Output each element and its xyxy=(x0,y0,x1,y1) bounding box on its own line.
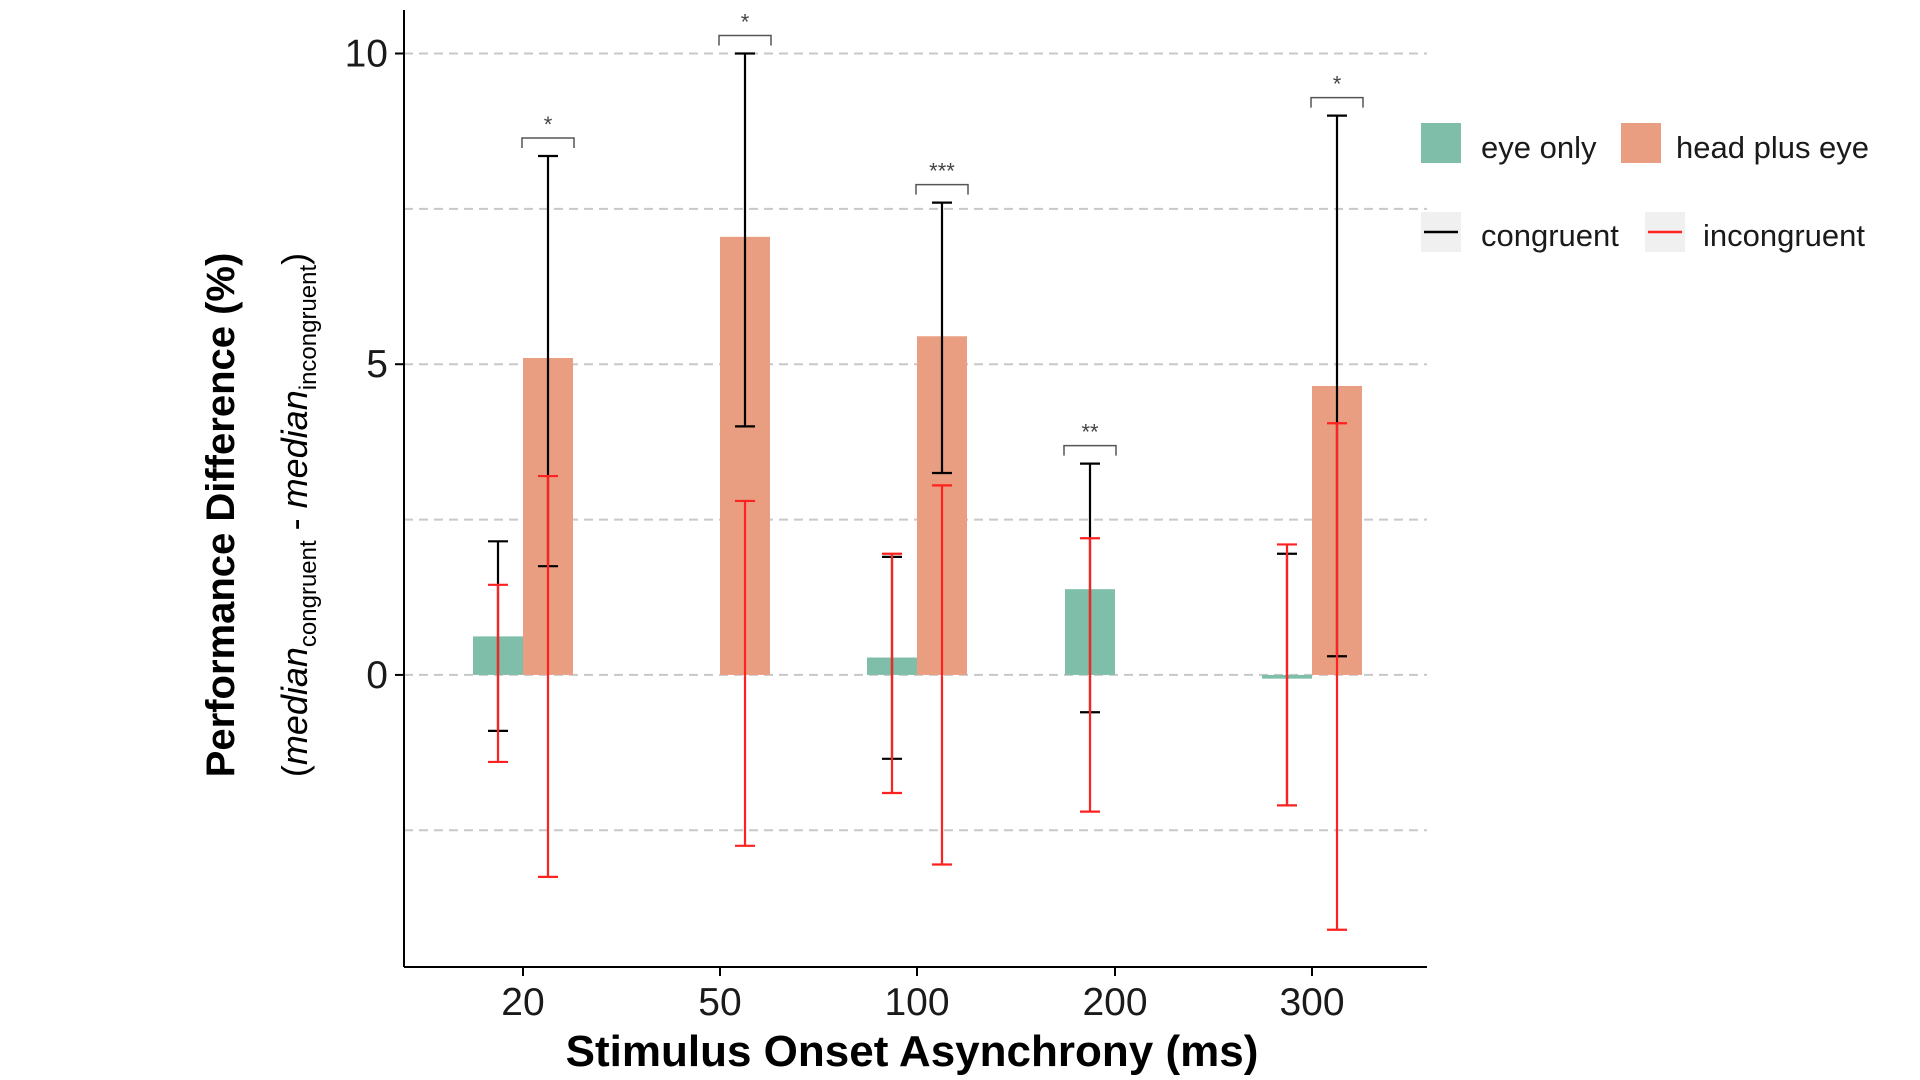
errorbar-incongruent-head-plus-eye xyxy=(1327,422,1347,931)
legend-key-head-plus-eye xyxy=(1621,123,1661,163)
y-sub-open: ( xyxy=(274,765,315,777)
significance-label: * xyxy=(544,112,553,137)
y-axis-title: Performance Difference (%) xyxy=(199,253,243,778)
y-tick-label: 0 xyxy=(366,654,388,697)
significance-bracket-line xyxy=(1310,96,1364,108)
errorbar-incongruent-eye-only xyxy=(1277,543,1297,807)
y-sub-incongruent: incongruent xyxy=(295,265,322,391)
legend-label-incongruent: incongruent xyxy=(1703,218,1865,253)
y-sub-congruent: congruent xyxy=(295,540,322,647)
significance-bracket: *** xyxy=(915,159,969,195)
significance-bracket: * xyxy=(521,112,575,149)
legend: eye only head plus eye congruent incongr… xyxy=(1421,123,1869,253)
significance-bracket-line xyxy=(915,183,969,195)
y-ticks: 0 5 10 xyxy=(345,33,404,697)
significance-bracket-line xyxy=(718,34,772,46)
significance-bracket: ** xyxy=(1063,420,1117,456)
errorbar-incongruent-head-plus-eye xyxy=(735,499,755,847)
errorbar-incongruent-head-plus-eye xyxy=(932,484,952,866)
significance-label: * xyxy=(1333,72,1342,97)
x-tick-label: 20 xyxy=(501,981,544,1024)
x-tick-label: 300 xyxy=(1279,981,1344,1024)
errorbar-congruent-head-plus-eye xyxy=(735,52,755,428)
y-sub-close: ) xyxy=(274,253,315,265)
x-tick-label: 200 xyxy=(1082,981,1147,1024)
significance-label: * xyxy=(741,10,750,35)
x-axis-title: Stimulus Onset Asynchrony (ms) xyxy=(566,1027,1259,1076)
x-tick-label: 100 xyxy=(884,981,949,1024)
legend-label-head-plus-eye: head plus eye xyxy=(1676,130,1869,165)
errorbar-congruent-head-plus-eye xyxy=(932,201,952,475)
legend-label-eye-only: eye only xyxy=(1481,130,1597,165)
significance-label: ** xyxy=(1081,420,1099,445)
significance-bracket: * xyxy=(1310,72,1364,108)
errorbar-incongruent-eye-only xyxy=(1080,537,1100,813)
error-bars xyxy=(488,52,1347,931)
y-sub-median-2: median xyxy=(274,390,315,508)
legend-key-eye-only xyxy=(1421,123,1461,163)
errorbar-incongruent-eye-only xyxy=(882,552,902,795)
significance-bracket: * xyxy=(718,10,772,46)
significance-bracket-line xyxy=(521,137,575,149)
x-ticks: 20 50 100 200 300 xyxy=(501,967,1345,1024)
y-tick-label: 5 xyxy=(366,343,388,386)
significance-markers: ******** xyxy=(521,10,1364,456)
bars xyxy=(473,236,1362,679)
y-sub-median-1: median xyxy=(274,647,315,765)
legend-label-congruent: congruent xyxy=(1481,218,1619,253)
y-axis-subtitle: (mediancongruent - medianincongruent) xyxy=(274,253,322,777)
y-sub-minus: - xyxy=(274,508,315,540)
errorbar-incongruent-head-plus-eye xyxy=(538,474,558,878)
errorbar-incongruent-eye-only xyxy=(488,583,508,764)
y-tick-label: 10 xyxy=(345,33,388,76)
x-tick-label: 50 xyxy=(698,981,741,1024)
significance-label: *** xyxy=(929,159,955,184)
significance-bracket-line xyxy=(1063,444,1117,456)
